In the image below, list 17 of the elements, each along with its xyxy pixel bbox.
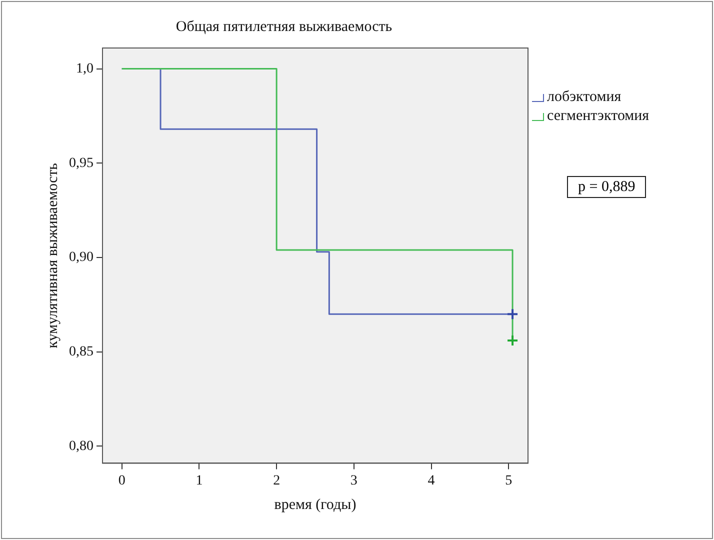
legend-label: сегментэктомия	[547, 108, 650, 125]
y-tick-label: 0,90	[69, 250, 94, 266]
x-tick-label: 5	[505, 473, 512, 488]
legend-label: лобэктомия	[547, 89, 622, 106]
y-tick-label: 0,80	[69, 438, 94, 454]
chart-title: Общая пятилетняя выживаемость	[176, 18, 392, 35]
x-tick-label: 2	[273, 473, 280, 488]
x-tick-label: 3	[350, 473, 358, 488]
y-axis-title: кумулятивная выживаемость	[44, 162, 61, 348]
x-tick-label: 0	[118, 473, 126, 488]
x-tick-label: 1	[196, 473, 203, 488]
y-tick-label: 0,85	[69, 344, 94, 360]
text: p = 0,889	[567, 176, 646, 198]
x-axis-title: время (годы)	[274, 496, 356, 513]
y-tick-label: 0,95	[69, 156, 94, 171]
x-tick-label: 4	[428, 473, 435, 488]
y-tick-label: 1,0	[76, 61, 94, 76]
